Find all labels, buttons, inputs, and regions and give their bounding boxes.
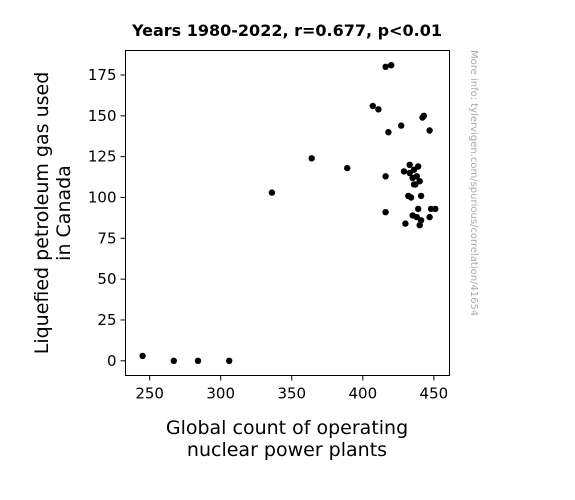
y-tick-label-7: 175 <box>88 66 117 84</box>
y-axis-ticks: 0 25 50 75 100 125 150 175 <box>88 66 126 370</box>
data-point-10 <box>388 61 395 69</box>
data-point-0 <box>139 352 146 360</box>
y-tick-label-6: 150 <box>88 107 117 125</box>
y-tick-label-0: 0 <box>107 352 117 370</box>
data-point-18 <box>406 161 413 168</box>
data-point-28 <box>407 194 415 201</box>
data-point-3 <box>226 357 233 364</box>
data-point-6 <box>344 164 351 172</box>
data-point-29 <box>417 192 425 200</box>
data-point-31 <box>382 209 389 216</box>
x-tick-label-4: 450 <box>420 385 449 403</box>
data-point-23 <box>415 163 422 170</box>
data-point-5 <box>308 155 315 162</box>
x-axis-ticks: 250 300 350 400 450 <box>135 375 449 403</box>
data-point-30 <box>415 205 422 213</box>
data-point-26 <box>412 181 419 188</box>
x-axis-title-line-2: nuclear power plants <box>187 439 387 461</box>
data-point-14 <box>420 112 428 120</box>
data-point-1 <box>170 357 177 364</box>
data-point-2 <box>194 357 202 364</box>
data-point-11 <box>385 129 392 136</box>
data-point-22 <box>413 173 420 180</box>
watermark-text: More info: tylervigen.com/spurious/corre… <box>468 50 479 316</box>
x-tick-label-1: 300 <box>206 385 235 403</box>
data-point-15 <box>426 127 433 134</box>
y-tick-label-3: 75 <box>97 229 116 247</box>
x-axis-title-line-1: Global count of operating <box>166 417 408 439</box>
data-point-16 <box>382 173 389 180</box>
y-tick-label-4: 100 <box>88 188 117 206</box>
y-axis-title-line-2: in Canada <box>53 165 75 261</box>
chart-title: Years 1980-2022, r=0.677, p<0.01 <box>131 21 442 40</box>
y-tick-label-5: 125 <box>88 148 117 166</box>
data-point-34 <box>417 217 425 224</box>
data-point-4 <box>268 189 276 196</box>
data-point-35 <box>402 220 409 227</box>
x-tick-label-0: 250 <box>135 385 164 403</box>
data-points <box>139 61 439 364</box>
y-tick-label-2: 50 <box>97 270 116 288</box>
data-point-36 <box>416 222 423 229</box>
y-tick-label-1: 25 <box>97 311 116 329</box>
x-tick-label-2: 350 <box>277 385 306 403</box>
y-axis-title-line-1: Liquefied petroleum gas used <box>31 72 53 355</box>
data-point-7 <box>369 102 376 110</box>
data-point-9 <box>382 63 389 70</box>
x-tick-label-3: 400 <box>348 385 377 403</box>
data-point-17 <box>400 168 408 175</box>
data-point-8 <box>375 106 382 113</box>
data-point-12 <box>398 122 405 129</box>
plot-frame <box>125 50 450 376</box>
data-point-37 <box>426 213 433 221</box>
data-point-39 <box>432 205 439 213</box>
